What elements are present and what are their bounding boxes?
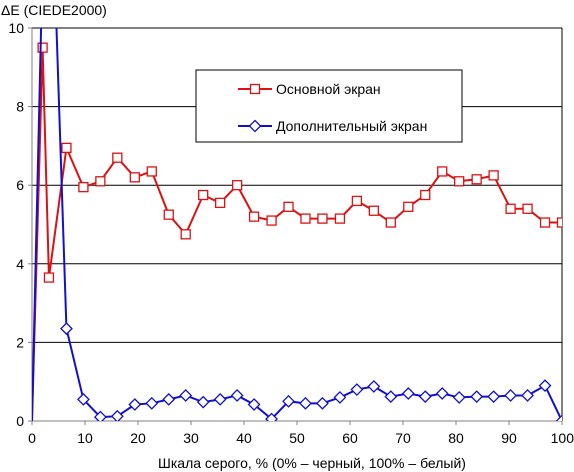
data-point bbox=[129, 172, 140, 183]
legend-swatch-marker bbox=[249, 83, 261, 95]
axes bbox=[28, 27, 563, 425]
data-point bbox=[367, 379, 381, 393]
data-point bbox=[420, 189, 431, 201]
data-point bbox=[437, 166, 448, 177]
y-tick-label: 4 bbox=[16, 256, 24, 272]
legend-item: Дополнительный экран bbox=[238, 118, 427, 134]
data-point bbox=[317, 213, 328, 224]
data-point bbox=[128, 398, 142, 411]
data-point bbox=[231, 180, 243, 191]
x-tick-label: 90 bbox=[501, 430, 517, 446]
legend-label: Дополнительный экран bbox=[276, 118, 427, 134]
data-point bbox=[555, 414, 562, 421]
data-point bbox=[403, 201, 414, 212]
data-point bbox=[350, 383, 364, 396]
data-point bbox=[213, 392, 227, 406]
data-point bbox=[299, 396, 312, 410]
y-tick-label: 8 bbox=[16, 99, 24, 115]
series-2 bbox=[32, 28, 562, 421]
data-point bbox=[488, 170, 499, 181]
data-point bbox=[162, 392, 176, 406]
y-axis-title: ΔE (CIEDE2000) bbox=[1, 2, 107, 18]
data-point bbox=[61, 142, 72, 154]
y-tick-labels: 0 2 4 6 8 10 bbox=[8, 20, 24, 429]
data-point bbox=[522, 203, 533, 214]
x-tick-labels: 0 10 20 30 40 50 60 70 80 90 100 bbox=[28, 430, 574, 446]
data-point bbox=[180, 229, 191, 240]
data-point bbox=[384, 390, 398, 404]
data-point bbox=[521, 389, 534, 402]
data-point bbox=[401, 387, 415, 400]
data-point bbox=[504, 389, 518, 402]
data-point bbox=[454, 176, 465, 187]
data-point bbox=[471, 174, 482, 185]
data-point bbox=[145, 396, 159, 410]
data-point bbox=[196, 395, 210, 409]
data-point bbox=[247, 398, 261, 411]
data-point bbox=[112, 152, 123, 163]
data-point bbox=[110, 409, 124, 421]
data-point bbox=[385, 217, 396, 228]
data-point bbox=[316, 396, 329, 410]
data-point bbox=[214, 197, 226, 209]
data-point bbox=[95, 176, 106, 187]
data-point bbox=[78, 182, 89, 193]
x-tick-label: 40 bbox=[236, 430, 252, 446]
data-point bbox=[418, 390, 432, 404]
legend: Основной экран Дополнительный экран bbox=[195, 69, 463, 143]
y-tick-label: 10 bbox=[8, 20, 24, 36]
data-point bbox=[248, 211, 260, 222]
grid-lines bbox=[32, 27, 562, 343]
legend-label: Основной экран bbox=[276, 81, 381, 97]
y-tick-label: 2 bbox=[16, 334, 24, 350]
data-point bbox=[505, 203, 516, 214]
x-tick-label: 10 bbox=[77, 430, 93, 446]
x-axis-title: Шкала серого, % (0% – черный, 100% – бел… bbox=[158, 455, 466, 471]
data-point bbox=[333, 391, 347, 404]
data-point bbox=[266, 215, 277, 226]
y-tick-label: 0 bbox=[16, 413, 24, 429]
data-point bbox=[179, 389, 193, 402]
data-point bbox=[334, 213, 346, 224]
data-point bbox=[283, 201, 294, 212]
data-point bbox=[282, 394, 295, 408]
data-point bbox=[556, 217, 562, 228]
data-point bbox=[300, 213, 311, 224]
data-point bbox=[452, 391, 466, 404]
series-1 bbox=[32, 42, 562, 421]
data-point bbox=[265, 412, 278, 421]
x-tick-label: 20 bbox=[130, 430, 146, 446]
data-point bbox=[538, 379, 552, 393]
data-point bbox=[351, 195, 363, 207]
data-point bbox=[93, 410, 107, 421]
x-tick-label: 30 bbox=[183, 430, 199, 446]
legend-swatch-marker bbox=[248, 119, 262, 133]
data-point bbox=[43, 272, 55, 283]
x-tick-label: 100 bbox=[551, 430, 574, 446]
x-tick-label: 80 bbox=[448, 430, 464, 446]
series-group bbox=[32, 28, 562, 421]
data-point bbox=[60, 322, 73, 336]
data-point bbox=[76, 392, 90, 406]
legend-box bbox=[195, 69, 463, 143]
data-point bbox=[146, 166, 157, 177]
data-point bbox=[539, 217, 551, 228]
y-tick-label: 6 bbox=[16, 177, 24, 193]
data-point bbox=[198, 189, 209, 201]
x-tick-label: 50 bbox=[289, 430, 305, 446]
data-point bbox=[487, 390, 501, 404]
data-point bbox=[368, 205, 380, 216]
data-point bbox=[163, 209, 174, 220]
legend-item: Основной экран bbox=[238, 81, 381, 97]
x-tick-label: 0 bbox=[28, 430, 36, 446]
data-point bbox=[435, 387, 449, 400]
x-tick-label: 70 bbox=[395, 430, 411, 446]
data-point bbox=[37, 42, 48, 53]
x-tick-label: 60 bbox=[342, 430, 358, 446]
data-point bbox=[470, 390, 484, 404]
data-point bbox=[230, 389, 244, 402]
